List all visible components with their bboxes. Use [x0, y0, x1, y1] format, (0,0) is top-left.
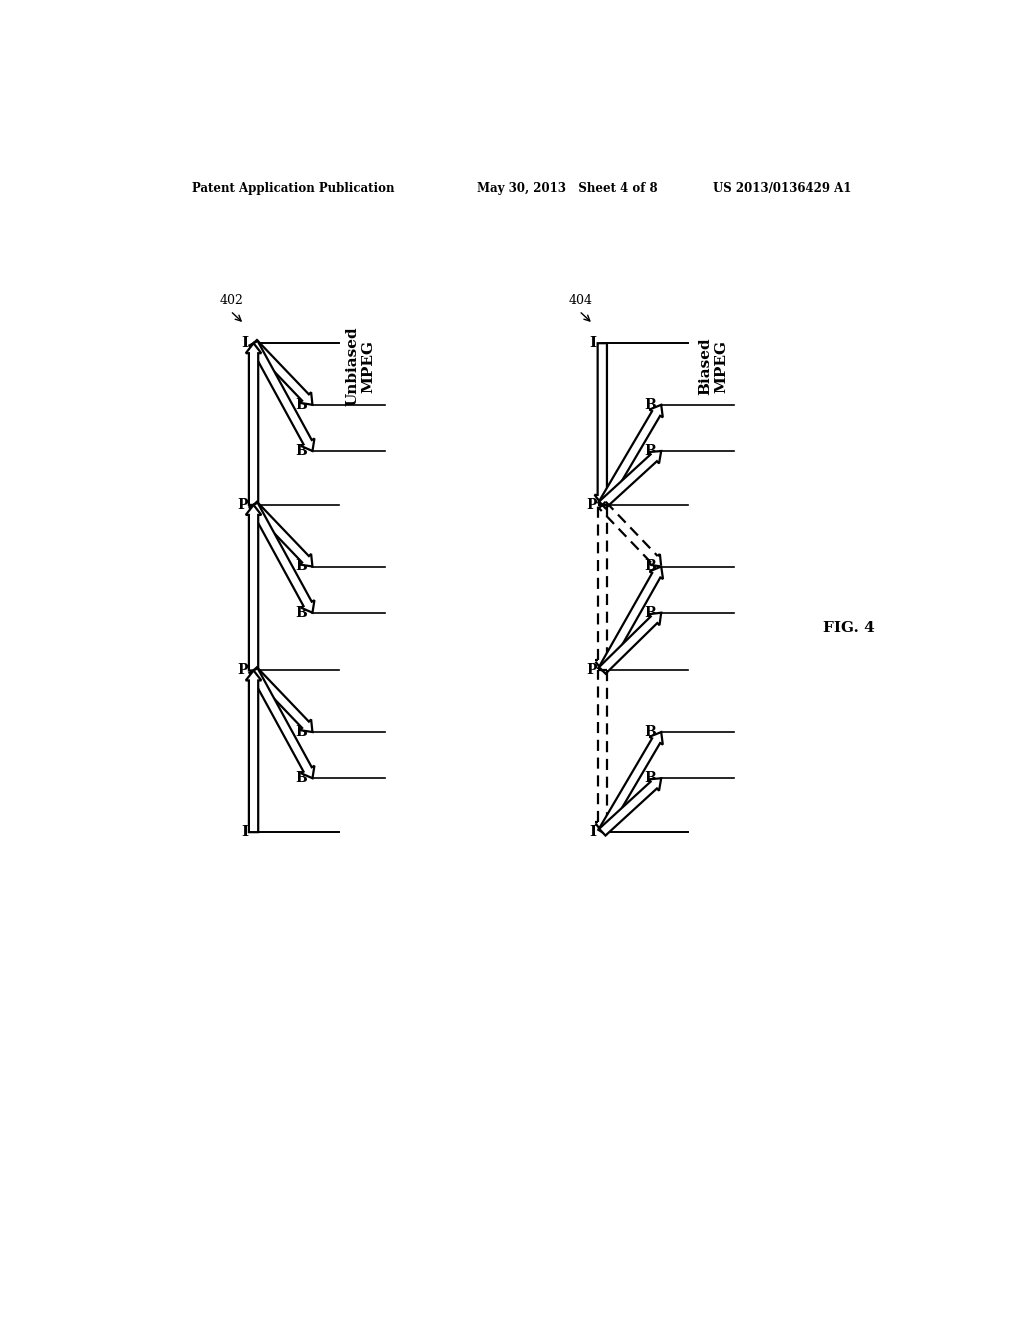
Text: B: B [644, 725, 655, 739]
Polygon shape [250, 341, 312, 405]
Text: I: I [590, 337, 597, 350]
Text: Unbiased
MPEG: Unbiased MPEG [345, 326, 376, 407]
Polygon shape [598, 733, 663, 834]
Text: B: B [295, 560, 307, 573]
Polygon shape [599, 451, 662, 508]
Polygon shape [246, 671, 261, 832]
Polygon shape [250, 668, 312, 733]
Polygon shape [246, 506, 261, 671]
Text: B: B [295, 725, 307, 739]
Text: May 30, 2013   Sheet 4 of 8: May 30, 2013 Sheet 4 of 8 [477, 182, 657, 194]
Text: B: B [295, 444, 307, 458]
Polygon shape [595, 343, 610, 506]
Text: B: B [295, 771, 307, 785]
Text: I: I [590, 825, 597, 840]
Text: P: P [238, 498, 248, 512]
Text: US 2013/0136429 A1: US 2013/0136429 A1 [713, 182, 852, 194]
Text: B: B [644, 444, 655, 458]
Polygon shape [599, 779, 662, 836]
Text: FIG. 4: FIG. 4 [823, 622, 874, 635]
Text: Patent Application Publication: Patent Application Publication [191, 182, 394, 194]
Text: P: P [238, 664, 248, 677]
Text: B: B [295, 397, 307, 412]
Polygon shape [598, 566, 663, 673]
Text: B: B [644, 560, 655, 573]
Text: B: B [644, 397, 655, 412]
Text: I: I [241, 337, 248, 350]
Text: Biased
MPEG: Biased MPEG [698, 338, 728, 395]
Text: P: P [587, 498, 597, 512]
Text: I: I [241, 825, 248, 840]
Polygon shape [246, 343, 261, 506]
Polygon shape [250, 668, 314, 779]
Text: 404: 404 [568, 294, 592, 308]
Polygon shape [250, 341, 314, 451]
Text: P: P [587, 664, 597, 677]
Text: 402: 402 [219, 294, 244, 308]
Polygon shape [250, 502, 312, 566]
Polygon shape [599, 612, 662, 673]
Text: B: B [644, 606, 655, 619]
Polygon shape [598, 405, 663, 507]
Text: B: B [295, 606, 307, 619]
Text: B: B [644, 771, 655, 785]
Polygon shape [250, 503, 314, 612]
